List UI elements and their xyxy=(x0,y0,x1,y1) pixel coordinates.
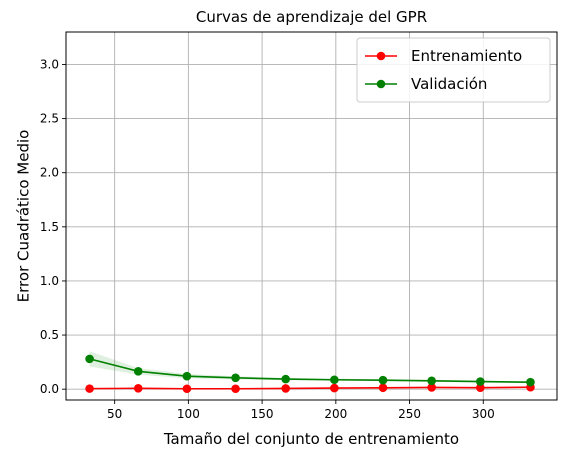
chart-title: Curvas de aprendizaje del GPR xyxy=(196,8,427,26)
validation-point xyxy=(330,375,339,385)
x-tick-label: 100 xyxy=(177,407,200,421)
training-point xyxy=(182,384,192,394)
series-points xyxy=(85,354,535,394)
training-line xyxy=(89,386,531,390)
x-axis-label: Tamaño del conjunto de entrenamiento xyxy=(163,430,459,448)
training-point xyxy=(85,384,94,393)
validation-point xyxy=(281,374,290,384)
validation-point xyxy=(133,367,143,376)
plot-frame xyxy=(65,31,558,401)
x-tick-label: 200 xyxy=(324,407,347,421)
training-point xyxy=(281,384,290,393)
validation-point xyxy=(182,371,192,381)
validation-point xyxy=(427,376,436,386)
training-point xyxy=(231,384,240,394)
legend-validation-marker xyxy=(376,79,386,89)
training-point xyxy=(476,383,485,392)
training-point xyxy=(133,384,143,393)
validation-confidence-band xyxy=(89,351,531,383)
training-point xyxy=(427,383,436,392)
x-tick-label: 150 xyxy=(251,407,274,421)
x-tick-label: 300 xyxy=(472,407,495,421)
validation-point xyxy=(476,377,485,386)
y-tick-label: 1.5 xyxy=(40,220,59,234)
y-tick-label: 2.5 xyxy=(40,112,59,126)
series-lines xyxy=(89,358,531,390)
x-tick-label: 250 xyxy=(398,407,421,421)
x-tick-label: 50 xyxy=(107,407,122,421)
y-tick-label: 0.5 xyxy=(40,328,59,342)
y-tick-label: 2.0 xyxy=(40,166,59,180)
y-axis-label: Error Cuadrático Medio xyxy=(15,130,33,303)
legend-training-marker xyxy=(376,51,386,61)
validation-point xyxy=(85,354,94,364)
y-tick-label: 1.0 xyxy=(40,274,59,288)
legend-box xyxy=(356,37,551,103)
training-point xyxy=(330,383,339,393)
axis-ticks: 50 100 150 200 250 300 0.0 0.5 1.0 1.5 2.0 2.5 3.0 xyxy=(40,57,495,421)
legend: Entrenamiento Validación xyxy=(356,37,551,103)
training-point xyxy=(378,383,388,393)
y-tick-label: 0.0 xyxy=(40,382,59,396)
validation-point xyxy=(526,377,535,387)
legend-validation-label: Validación xyxy=(411,75,487,93)
validation-point xyxy=(378,375,388,385)
validation-point xyxy=(231,373,240,383)
grid xyxy=(66,32,557,400)
legend-training-label: Entrenamiento xyxy=(411,47,522,65)
y-tick-label: 3.0 xyxy=(40,57,59,71)
validation-line xyxy=(89,358,531,383)
